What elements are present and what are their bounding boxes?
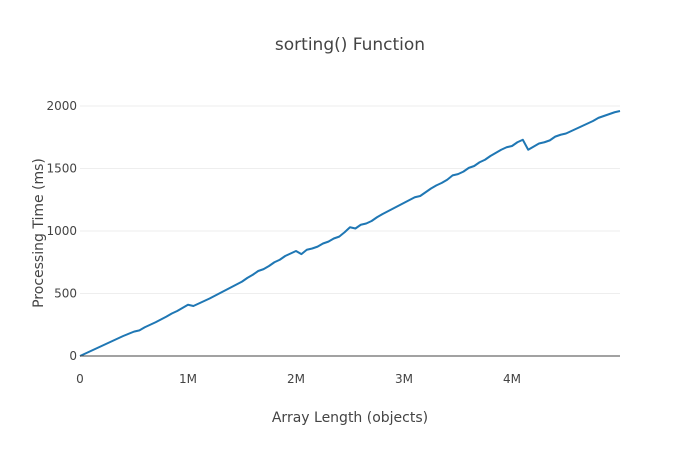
x-axis-title: Array Length (objects) <box>272 410 428 426</box>
series-line <box>79 110 621 357</box>
y-tick-label: 1500 <box>46 162 77 176</box>
gridlines <box>80 105 620 294</box>
chart-title: sorting() Function <box>275 35 425 55</box>
y-axis-title: Processing Time (ms) <box>31 158 47 308</box>
x-tick-label: 2M <box>287 372 305 386</box>
x-tick-label: 4M <box>503 372 521 386</box>
x-tick-label: 1M <box>179 372 197 386</box>
x-tick-label: 0 <box>76 372 84 386</box>
y-tick-label: 2000 <box>46 99 77 113</box>
y-tick-label: 500 <box>54 287 77 301</box>
y-tick-labels: 0 500 1000 1500 2000 <box>46 99 77 363</box>
y-tick-label: 0 <box>69 349 77 363</box>
x-tick-labels: 0 1M 2M 3M 4M <box>76 372 521 386</box>
y-tick-label: 1000 <box>46 224 77 238</box>
series-layer <box>79 110 621 357</box>
x-tick-label: 3M <box>395 372 413 386</box>
